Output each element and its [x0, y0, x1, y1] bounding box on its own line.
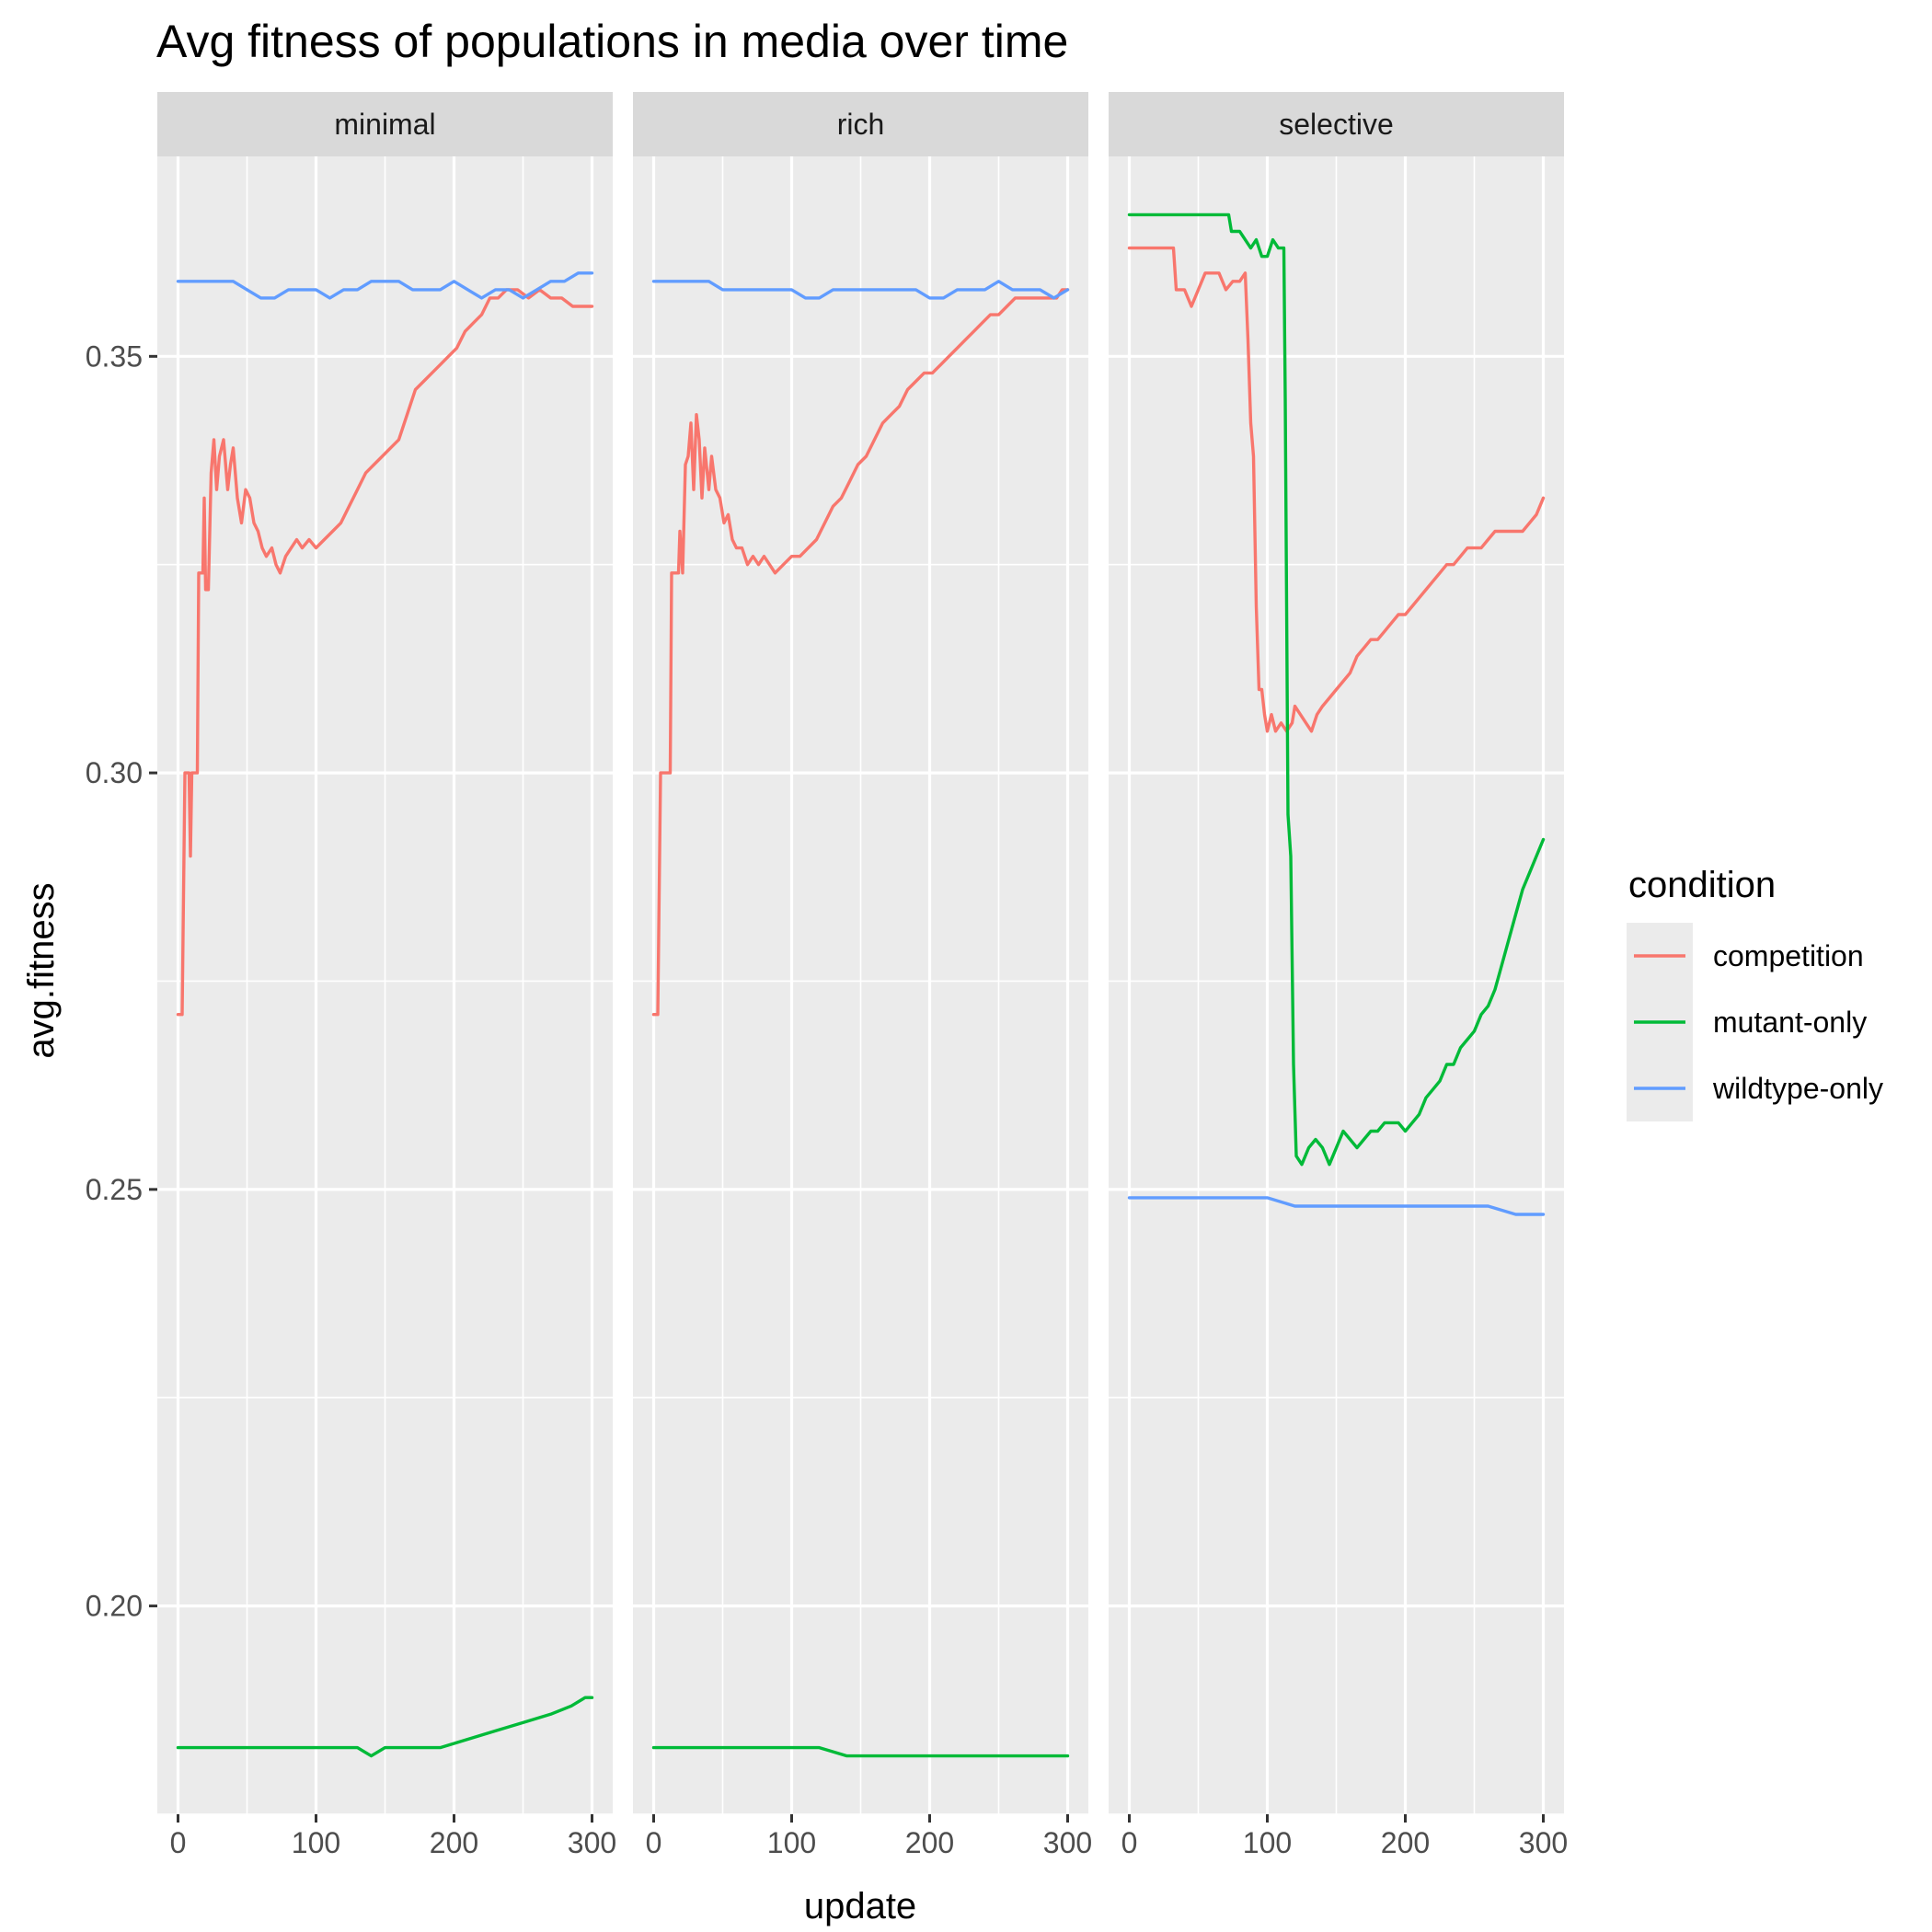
facet-strip-label: minimal [334, 108, 435, 141]
facet-strip-selective [1109, 92, 1564, 156]
x-tick-label: 300 [1519, 1826, 1568, 1859]
x-tick-label: 200 [905, 1826, 954, 1859]
x-tick-label: 0 [170, 1826, 187, 1859]
legend-label: mutant-only [1713, 1006, 1867, 1039]
series-line-competition [1127, 246, 1546, 733]
x-tick-label: 0 [646, 1826, 662, 1859]
facet-strip-label: selective [1279, 108, 1394, 141]
x-tick-label: 300 [1043, 1826, 1092, 1859]
y-tick-label: 0.25 [86, 1173, 143, 1206]
facet-strip-rich [633, 92, 1088, 156]
legend-label: competition [1713, 939, 1864, 972]
x-tick-label: 200 [1381, 1826, 1430, 1859]
series-line-competition [176, 288, 594, 1017]
x-tick-label: 100 [767, 1826, 816, 1859]
facet-panels: minimal 0 100 200 300 0.20 0.25 0.30 0.35 rich 0 10… [86, 92, 1568, 1859]
series-line-wildtype-only [1127, 1196, 1546, 1216]
series-line-wildtype-only [651, 280, 1070, 300]
facet-panel-rich: rich 0 100 200 300 [633, 92, 1092, 1859]
y-tick-label: 0.20 [86, 1590, 143, 1623]
series-line-mutant-only [651, 1745, 1070, 1758]
legend: condition competition mutant-only wildtype… [1627, 865, 1883, 1121]
series-line-competition [651, 288, 1070, 1017]
x-axis-title: update [804, 1886, 916, 1926]
y-axis-title: avg.fitness [21, 882, 62, 1058]
legend-label: wildtype-only [1712, 1072, 1883, 1105]
y-tick-label: 0.30 [86, 756, 143, 789]
facet-panel-minimal: minimal 0 100 200 300 0.20 0.25 0.30 0.35 [86, 92, 616, 1859]
x-tick-label: 100 [292, 1826, 340, 1859]
x-tick-label: 300 [568, 1826, 616, 1859]
x-tick-label: 100 [1243, 1826, 1292, 1859]
series-line-mutant-only [176, 1696, 594, 1758]
x-tick-label: 0 [1121, 1826, 1138, 1859]
x-tick-label: 200 [430, 1826, 478, 1859]
series-line-mutant-only [1127, 213, 1546, 1167]
facet-strip-minimal [157, 92, 613, 156]
series-line-wildtype-only [176, 271, 594, 300]
facet-strip-label: rich [837, 108, 885, 141]
chart-title: Avg fitness of populations in media over… [156, 16, 1068, 67]
y-tick-label: 0.35 [86, 339, 143, 373]
legend-title: condition [1628, 865, 1776, 905]
facet-panel-selective: selective 0 100 200 300 [1109, 92, 1568, 1859]
